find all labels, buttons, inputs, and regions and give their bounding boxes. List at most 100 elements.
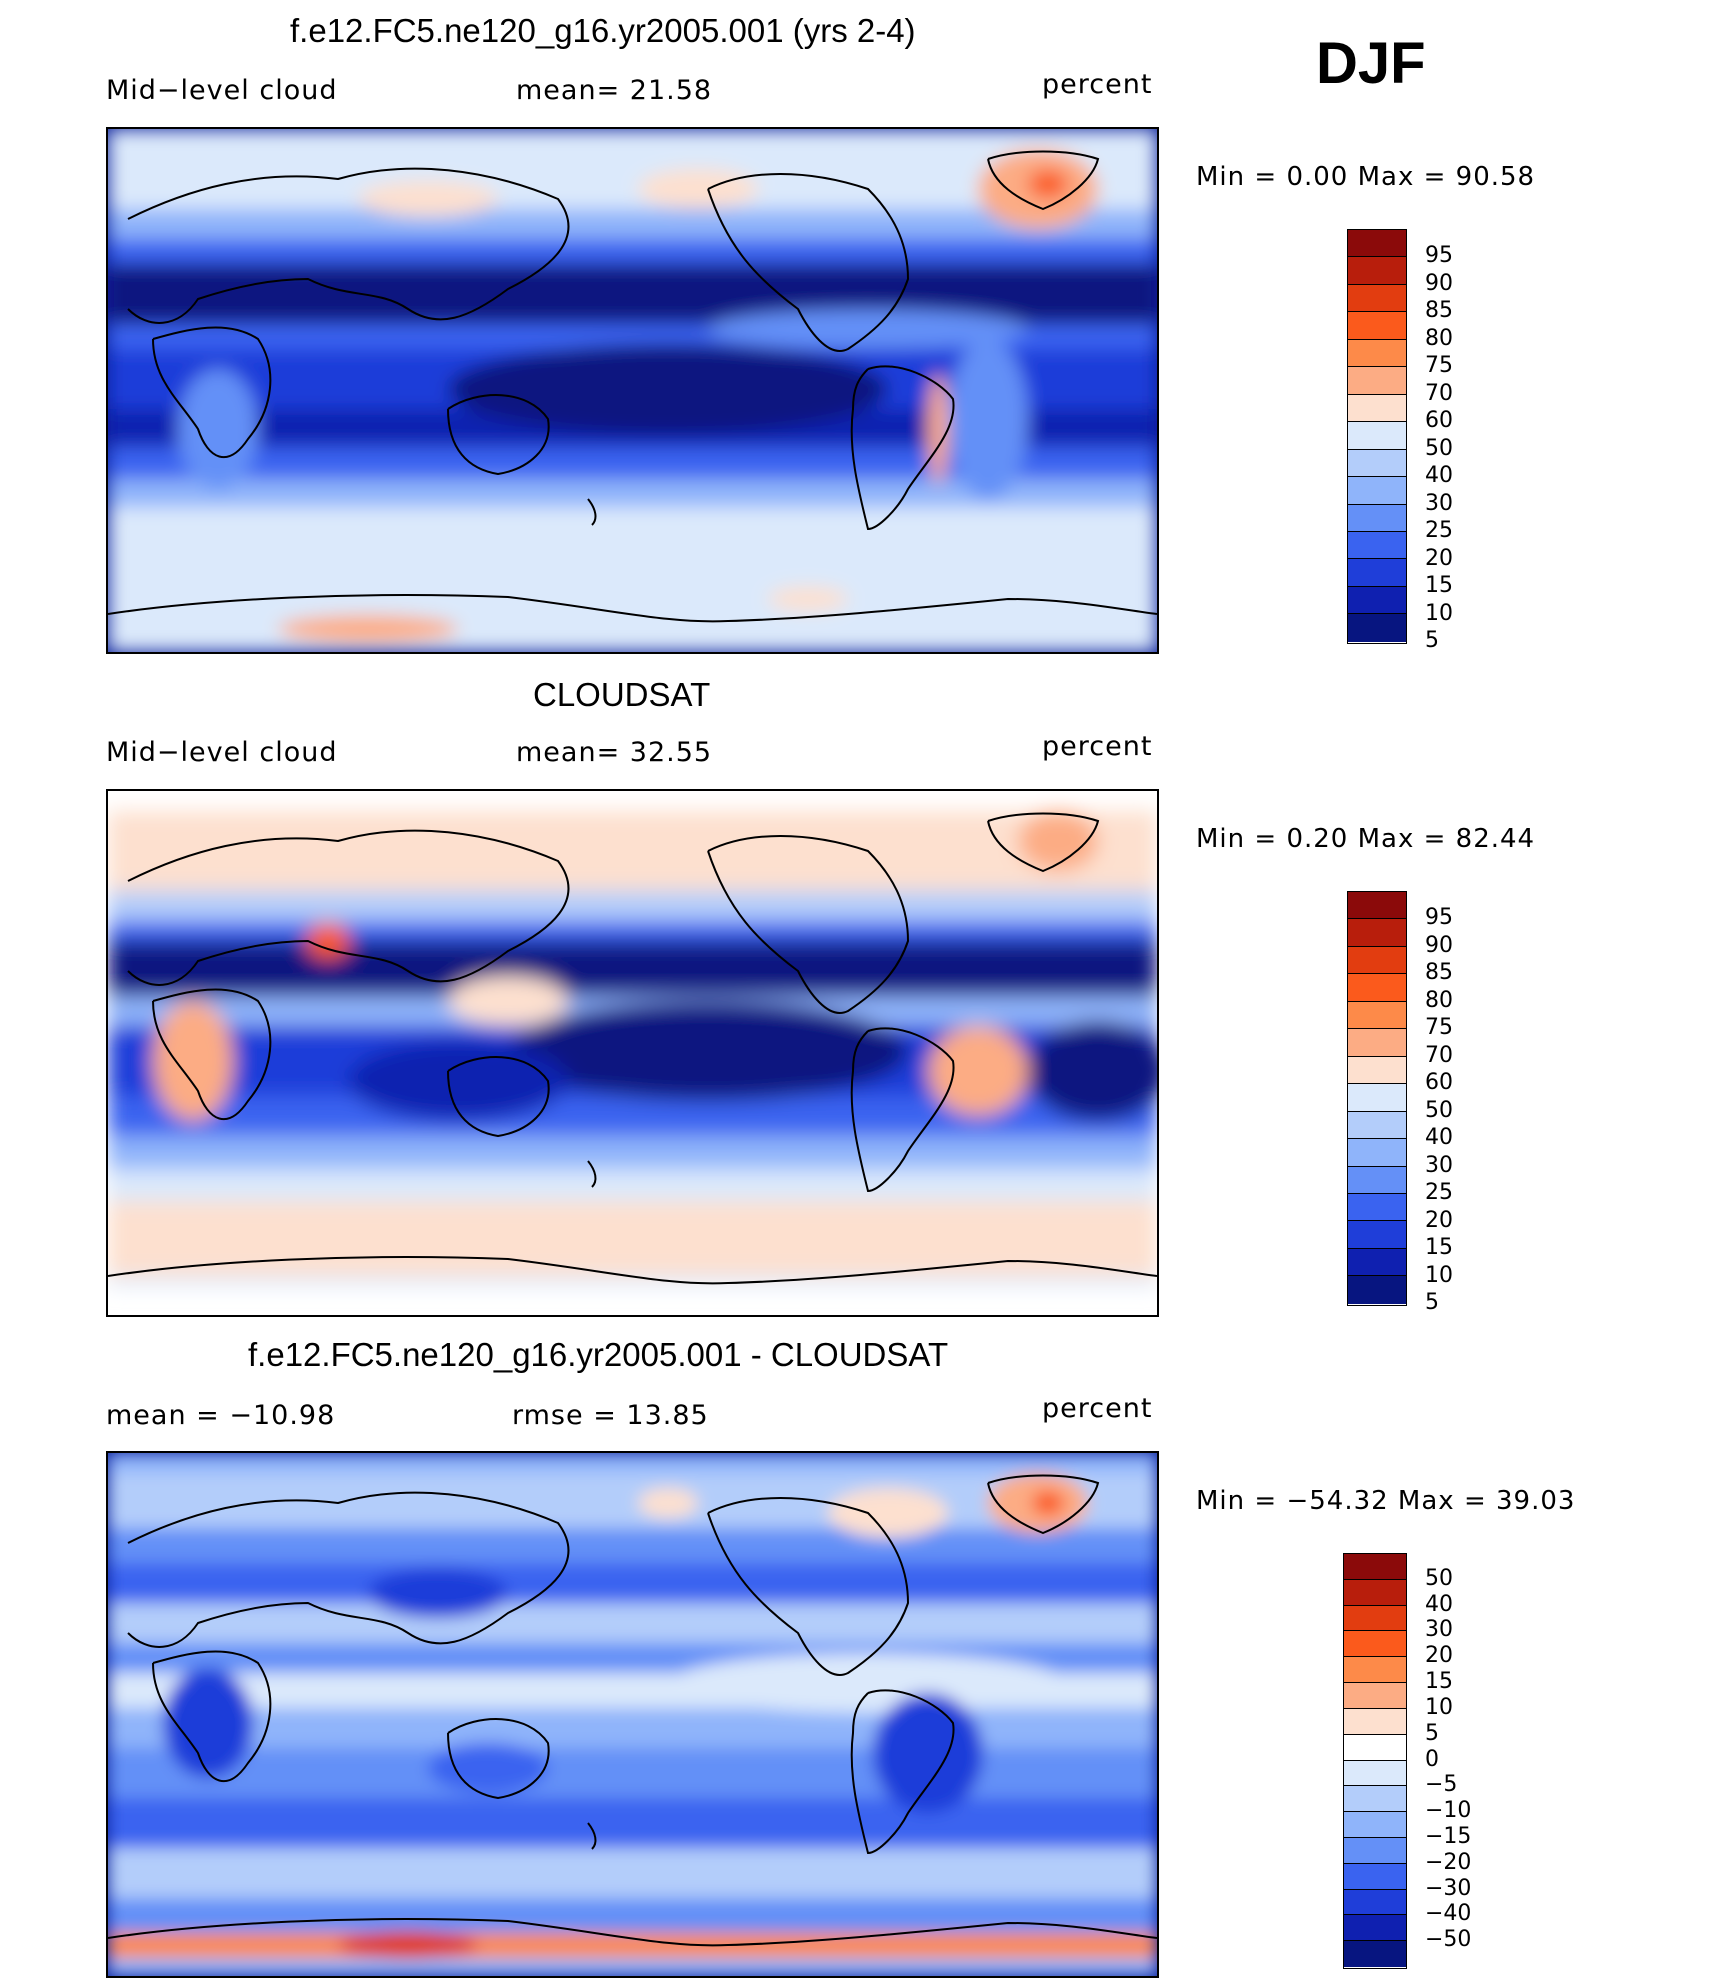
min-max-label: Min = 0.00 Max = 90.58 — [1196, 162, 1536, 192]
colorbar-tick-label: 20 — [1425, 1207, 1453, 1233]
colorbar-swatch — [1344, 1605, 1406, 1632]
colorbar-swatch — [1344, 1579, 1406, 1606]
colorbar-labels: 95 90 85 80 75 70 60 50 40 30 25 20 15 10 5 — [1425, 229, 1485, 652]
colorbar-tick-label: 40 — [1425, 463, 1453, 489]
colorbar — [1343, 1553, 1407, 1969]
colorbar-swatch — [1348, 504, 1406, 532]
colorbar-tick-label: 80 — [1425, 325, 1453, 351]
colorbar-tick-label: 25 — [1425, 518, 1453, 544]
colorbar-tick-label: 30 — [1425, 1152, 1453, 1178]
colorbar-swatch — [1348, 1193, 1406, 1222]
colorbar-tick-label: −30 — [1425, 1875, 1472, 1901]
panel-title: f.e12.FC5.ne120_g16.yr2005.001 - CLOUDSA… — [248, 1336, 949, 1373]
colorbar-tick-label: 75 — [1425, 1015, 1453, 1041]
colorbar-swatch — [1348, 394, 1406, 423]
colorbar-labels: 50 40 30 20 15 10 5 0 −5 −10 −15 −20 −30 −40 −50 — [1425, 1553, 1495, 1969]
colorbar-swatch — [1344, 1734, 1406, 1761]
units-label: percent — [1042, 69, 1153, 100]
colorbar-swatch — [1348, 449, 1406, 478]
world-map — [106, 789, 1159, 1317]
colorbar — [1347, 229, 1407, 644]
variable-label: Mid−level cloud — [106, 75, 338, 106]
mean-label: mean= 32.55 — [516, 737, 713, 768]
colorbar-tick-label: −5 — [1425, 1772, 1458, 1798]
colorbar-swatch — [1348, 1029, 1406, 1057]
colorbar-swatch — [1348, 586, 1406, 615]
units-label: percent — [1042, 1393, 1153, 1424]
min-max-label: Min = −54.32 Max = 39.03 — [1196, 1486, 1576, 1516]
colorbar-swatch — [1348, 1084, 1406, 1112]
colorbar-swatch — [1348, 312, 1406, 340]
colorbar-swatch — [1344, 1683, 1406, 1709]
colorbar-swatch — [1348, 531, 1406, 560]
colorbar-swatch — [1348, 1056, 1406, 1085]
colorbar-swatch — [1348, 422, 1406, 450]
colorbar-tick-label: 60 — [1425, 408, 1453, 434]
colorbar-tick-label: 85 — [1425, 960, 1453, 986]
colorbar-swatch — [1348, 919, 1406, 947]
colorbar-swatch — [1348, 1139, 1406, 1167]
colorbar-tick-label: 50 — [1425, 1565, 1453, 1591]
colorbar-swatch — [1344, 1889, 1406, 1916]
colorbar-tick-label: 30 — [1425, 1617, 1453, 1643]
map-plot — [108, 129, 1157, 652]
colorbar-tick-label: 90 — [1425, 270, 1453, 296]
mean-label: mean = −10.98 — [106, 1400, 336, 1431]
colorbar-swatch — [1348, 367, 1406, 395]
colorbar-swatch — [1344, 1915, 1406, 1942]
colorbar-tick-label: 70 — [1425, 1042, 1453, 1068]
panel-title: f.e12.FC5.ne120_g16.yr2005.001 (yrs 2-4) — [290, 12, 916, 49]
colorbar-tick-label: −40 — [1425, 1901, 1472, 1927]
mean-label: mean= 21.58 — [516, 75, 713, 106]
colorbar-tick-label: 95 — [1425, 243, 1453, 269]
colorbar-swatch — [1344, 1708, 1406, 1735]
colorbar-tick-label: 40 — [1425, 1591, 1453, 1617]
colorbar-swatch — [1348, 339, 1406, 368]
colorbar-segments — [1348, 892, 1406, 1305]
colorbar — [1347, 891, 1407, 1306]
colorbar-segments — [1348, 230, 1406, 643]
colorbar-tick-label: −50 — [1425, 1927, 1472, 1953]
colorbar-swatch — [1344, 1554, 1406, 1580]
colorbar-tick-label: 15 — [1425, 573, 1453, 599]
colorbar-tick-label: 5 — [1425, 628, 1439, 653]
colorbar-tick-label: 85 — [1425, 298, 1453, 324]
colorbar-swatch — [1344, 1786, 1406, 1813]
colorbar-tick-label: 50 — [1425, 435, 1453, 461]
map-plot — [108, 1453, 1157, 1976]
colorbar-swatch — [1344, 1760, 1406, 1787]
colorbar-tick-label: 15 — [1425, 1669, 1453, 1695]
colorbar-swatch — [1348, 614, 1406, 642]
colorbar-tick-label: 75 — [1425, 353, 1453, 379]
colorbar-tick-label: −15 — [1425, 1823, 1472, 1849]
colorbar-tick-label: 40 — [1425, 1125, 1453, 1151]
colorbar-swatch — [1348, 230, 1406, 258]
colorbar-swatch — [1348, 477, 1406, 505]
colorbar-swatch — [1348, 1276, 1406, 1304]
colorbar-labels: 95 90 85 80 75 70 60 50 40 30 25 20 15 10 5 — [1425, 891, 1485, 1314]
colorbar-swatch — [1348, 1221, 1406, 1249]
world-map — [106, 1451, 1159, 1978]
colorbar-tick-label: 90 — [1425, 932, 1453, 958]
colorbar-swatch — [1348, 1111, 1406, 1140]
colorbar-tick-label: 80 — [1425, 987, 1453, 1013]
colorbar-tick-label: −20 — [1425, 1849, 1472, 1875]
colorbar-tick-label: 10 — [1425, 1694, 1453, 1720]
colorbar-swatch — [1348, 284, 1406, 313]
units-label: percent — [1042, 731, 1153, 762]
colorbar-tick-label: −10 — [1425, 1798, 1472, 1824]
colorbar-tick-label: 70 — [1425, 380, 1453, 406]
world-map — [106, 127, 1159, 654]
colorbar-swatch — [1348, 559, 1406, 587]
colorbar-swatch — [1344, 1812, 1406, 1838]
colorbar-tick-label: 60 — [1425, 1070, 1453, 1096]
colorbar-swatch — [1348, 892, 1406, 920]
colorbar-tick-label: 10 — [1425, 1262, 1453, 1288]
map-plot — [108, 791, 1157, 1315]
colorbar-tick-label: 5 — [1425, 1720, 1439, 1746]
colorbar-tick-label: 25 — [1425, 1180, 1453, 1206]
colorbar-swatch — [1348, 1001, 1406, 1030]
colorbar-swatch — [1348, 1166, 1406, 1194]
colorbar-swatch — [1344, 1837, 1406, 1864]
colorbar-swatch — [1344, 1941, 1406, 1967]
